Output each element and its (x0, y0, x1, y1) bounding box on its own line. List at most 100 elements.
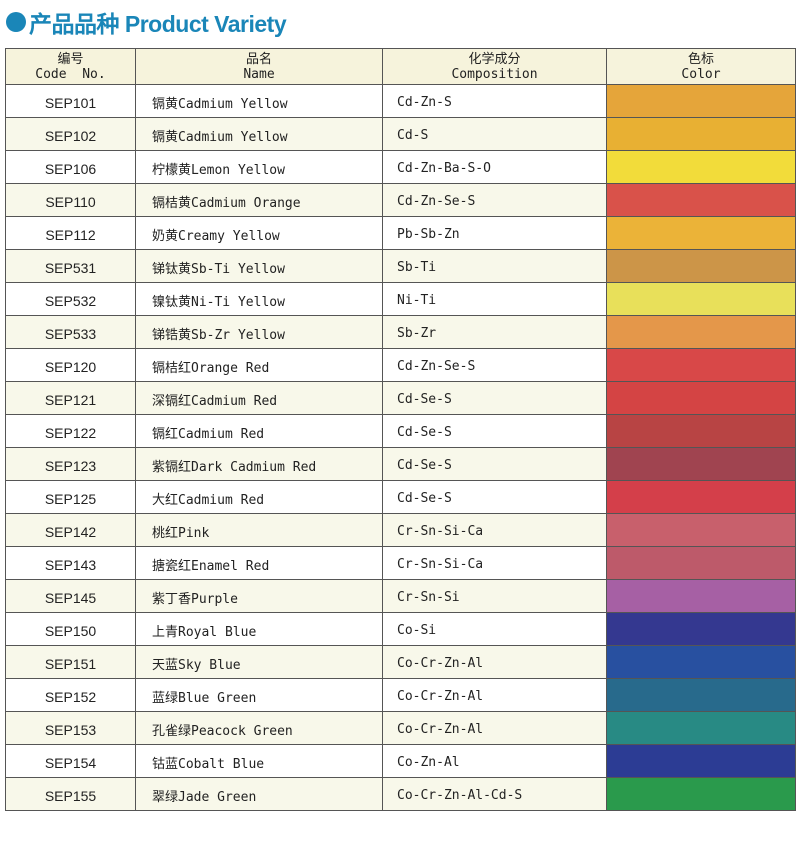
composition-cell: Cd-Zn-Ba-S-O (382, 150, 607, 184)
code-cell: SEP106 (5, 150, 136, 184)
name-cell: 锑钛黄Sb-Ti Yellow (135, 249, 383, 283)
name-cell: 上青Royal Blue (135, 612, 383, 646)
header-en: Color (681, 66, 721, 82)
name-cell: 镍钛黄Ni-Ti Yellow (135, 282, 383, 316)
code-cell: SEP145 (5, 579, 136, 613)
code-cell: SEP153 (5, 711, 136, 745)
composition-cell: Cd-Se-S (382, 414, 607, 448)
table-row: SEP120 镉桔红Orange Red Cd-Zn-Se-S (5, 348, 796, 382)
composition-cell: Co-Cr-Zn-Al-Cd-S (382, 777, 607, 811)
name-cell: 深镉红Cadmium Red (135, 381, 383, 415)
color-swatch (606, 447, 796, 481)
name-cell: 镉红Cadmium Red (135, 414, 383, 448)
composition-cell: Co-Cr-Zn-Al (382, 711, 607, 745)
composition-cell: Cr-Sn-Si-Ca (382, 513, 607, 547)
table-row: SEP145 紫丁香Purple Cr-Sn-Si (5, 579, 796, 613)
color-swatch (606, 546, 796, 580)
table-row: SEP101 镉黄Cadmium Yellow Cd-Zn-S (5, 84, 796, 118)
composition-cell: Cr-Sn-Si-Ca (382, 546, 607, 580)
table-row: SEP532 镍钛黄Ni-Ti Yellow Ni-Ti (5, 282, 796, 316)
color-swatch (606, 579, 796, 613)
table-row: SEP102 镉黄Cadmium Yellow Cd-S (5, 117, 796, 151)
header-en: Code No. (35, 66, 106, 82)
code-cell: SEP155 (5, 777, 136, 811)
code-cell: SEP101 (5, 84, 136, 118)
table-header: 编号 Code No. 品名 Name 化学成分 Composition 色标 Color (5, 48, 796, 85)
color-swatch (606, 777, 796, 811)
table-row: SEP155 翠绿Jade Green Co-Cr-Zn-Al-Cd-S (5, 777, 796, 811)
page-title: 产品品种 Product Variety (6, 4, 287, 40)
header-cn: 品名 (245, 51, 272, 67)
header-cn: 化学成分 (468, 51, 521, 67)
table-row: SEP123 紫镉红Dark Cadmium Red Cd-Se-S (5, 447, 796, 481)
composition-cell: Cr-Sn-Si (382, 579, 607, 613)
color-swatch (606, 315, 796, 349)
name-cell: 紫丁香Purple (135, 579, 383, 613)
color-swatch (606, 513, 796, 547)
composition-cell: Cd-S (382, 117, 607, 151)
table-row: SEP143 搪瓷红Enamel Red Cr-Sn-Si-Ca (5, 546, 796, 580)
composition-cell: Cd-Se-S (382, 381, 607, 415)
table-row: SEP122 镉红Cadmium Red Cd-Se-S (5, 414, 796, 448)
color-swatch (606, 711, 796, 745)
color-swatch (606, 249, 796, 283)
code-cell: SEP122 (5, 414, 136, 448)
code-cell: SEP142 (5, 513, 136, 547)
composition-cell: Co-Cr-Zn-Al (382, 645, 607, 679)
bullet-icon (6, 12, 26, 32)
table-row: SEP531 锑钛黄Sb-Ti Yellow Sb-Ti (5, 249, 796, 283)
name-cell: 紫镉红Dark Cadmium Red (135, 447, 383, 481)
code-cell: SEP102 (5, 117, 136, 151)
table-row: SEP151 天蓝Sky Blue Co-Cr-Zn-Al (5, 645, 796, 679)
color-swatch (606, 282, 796, 316)
name-cell: 镉桔黄Cadmium Orange (135, 183, 383, 217)
table-row: SEP125 大红Cadmium Red Cd-Se-S (5, 480, 796, 514)
table-row: SEP106 柠檬黄Lemon Yellow Cd-Zn-Ba-S-O (5, 150, 796, 184)
composition-cell: Cd-Zn-S (382, 84, 607, 118)
color-swatch (606, 744, 796, 778)
color-swatch (606, 381, 796, 415)
name-cell: 镉黄Cadmium Yellow (135, 117, 383, 151)
table-row: SEP110 镉桔黄Cadmium Orange Cd-Zn-Se-S (5, 183, 796, 217)
code-cell: SEP121 (5, 381, 136, 415)
composition-cell: Sb-Ti (382, 249, 607, 283)
color-swatch (606, 348, 796, 382)
code-cell: SEP123 (5, 447, 136, 481)
code-cell: SEP532 (5, 282, 136, 316)
name-cell: 翠绿Jade Green (135, 777, 383, 811)
name-cell: 柠檬黄Lemon Yellow (135, 150, 383, 184)
code-cell: SEP125 (5, 480, 136, 514)
column-header: 色标 Color (606, 48, 796, 85)
code-cell: SEP533 (5, 315, 136, 349)
name-cell: 桃红Pink (135, 513, 383, 547)
composition-cell: Cd-Zn-Se-S (382, 183, 607, 217)
color-swatch (606, 117, 796, 151)
code-cell: SEP531 (5, 249, 136, 283)
code-cell: SEP154 (5, 744, 136, 778)
composition-cell: Co-Si (382, 612, 607, 646)
name-cell: 蓝绿Blue Green (135, 678, 383, 712)
header-cn: 色标 (687, 51, 714, 67)
composition-cell: Sb-Zr (382, 315, 607, 349)
color-swatch (606, 678, 796, 712)
composition-cell: Co-Zn-Al (382, 744, 607, 778)
name-cell: 孔雀绿Peacock Green (135, 711, 383, 745)
title-text: 产品品种 Product Variety (29, 11, 287, 37)
table-row: SEP142 桃红Pink Cr-Sn-Si-Ca (5, 513, 796, 547)
table-row: SEP150 上青Royal Blue Co-Si (5, 612, 796, 646)
color-swatch (606, 645, 796, 679)
header-en: Name (243, 66, 275, 82)
name-cell: 锑锆黄Sb-Zr Yellow (135, 315, 383, 349)
composition-cell: Ni-Ti (382, 282, 607, 316)
code-cell: SEP143 (5, 546, 136, 580)
color-swatch (606, 183, 796, 217)
column-header: 化学成分 Composition (382, 48, 607, 85)
code-cell: SEP152 (5, 678, 136, 712)
composition-cell: Cd-Zn-Se-S (382, 348, 607, 382)
code-cell: SEP150 (5, 612, 136, 646)
name-cell: 镉桔红Orange Red (135, 348, 383, 382)
code-cell: SEP112 (5, 216, 136, 250)
product-table: 编号 Code No. 品名 Name 化学成分 Composition 色标 Color S… (5, 48, 796, 811)
name-cell: 搪瓷红Enamel Red (135, 546, 383, 580)
name-cell: 镉黄Cadmium Yellow (135, 84, 383, 118)
